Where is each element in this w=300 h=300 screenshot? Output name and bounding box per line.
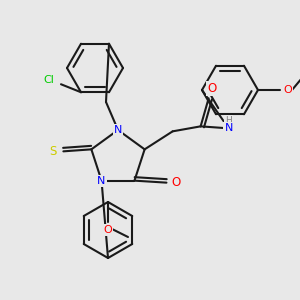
Text: S: S — [50, 145, 57, 158]
Text: N: N — [98, 176, 106, 186]
Text: O: O — [172, 176, 181, 189]
Text: N: N — [224, 123, 233, 133]
Text: O: O — [284, 85, 292, 95]
Text: Cl: Cl — [44, 75, 54, 85]
Text: N: N — [114, 125, 122, 135]
Text: H: H — [225, 116, 232, 125]
Text: O: O — [103, 225, 112, 235]
Text: O: O — [207, 82, 216, 95]
